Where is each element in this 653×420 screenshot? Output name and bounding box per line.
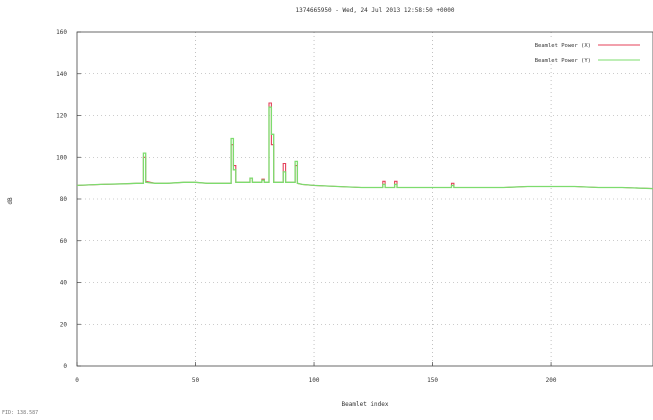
y-tick-label: 20 xyxy=(60,321,68,328)
x-tick-label: 100 xyxy=(309,377,320,384)
y-tick-label: 40 xyxy=(60,280,68,287)
y-tick-label: 160 xyxy=(56,29,67,36)
x-tick-label: 0 xyxy=(75,377,79,384)
series-line-y xyxy=(76,106,653,190)
y-tick-label: 140 xyxy=(56,71,67,78)
legend-label-x: Beamlet Power (X) xyxy=(535,43,591,49)
x-tick-label: 50 xyxy=(192,377,200,384)
chart-title: 1374665950 - Wed, 24 Jul 2013 12:58:50 +… xyxy=(296,7,455,14)
x-tick-label: 150 xyxy=(427,377,438,384)
y-axis-label: dB xyxy=(7,197,14,205)
y-tick-label: 0 xyxy=(63,363,67,370)
x-tick-label: 200 xyxy=(546,377,557,384)
y-tick-label: 80 xyxy=(60,196,68,203)
chart-legend: Beamlet Power (X) Beamlet Power (Y) xyxy=(528,38,650,64)
legend-label-y: Beamlet Power (Y) xyxy=(535,58,591,64)
y-tick-label: 60 xyxy=(60,238,68,245)
y-tick-label: 120 xyxy=(56,113,67,120)
x-axis-label: Beamlet index xyxy=(342,401,389,408)
y-tick-label: 100 xyxy=(56,154,67,161)
series-line-x xyxy=(76,102,653,190)
footer-text: FID: 138.587 xyxy=(2,410,38,416)
